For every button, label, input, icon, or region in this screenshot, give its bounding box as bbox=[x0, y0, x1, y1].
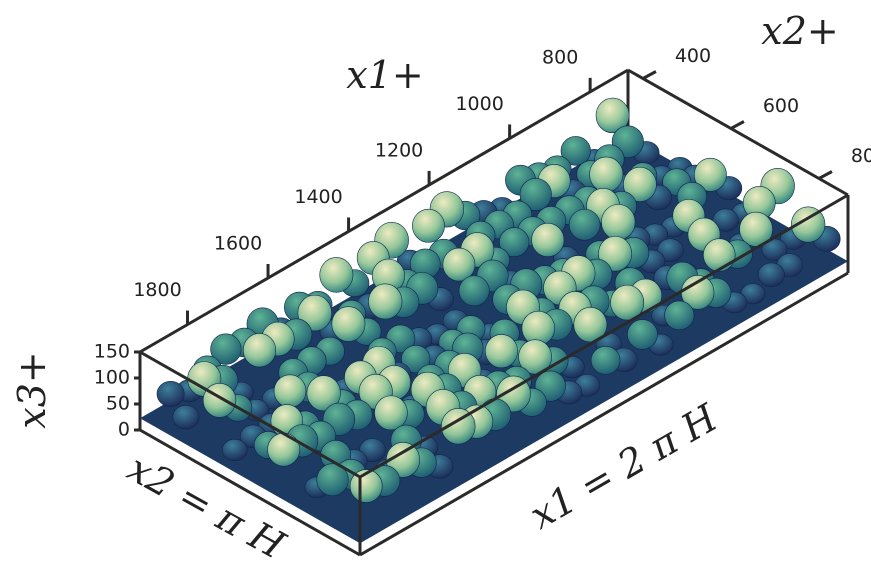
x-tick-label: 1000 bbox=[455, 93, 503, 115]
surface-bump bbox=[274, 375, 306, 408]
surface-bump bbox=[222, 439, 247, 461]
z-tick-label: 100 bbox=[94, 367, 130, 389]
y-tick bbox=[819, 172, 832, 179]
x-tick-label: 1600 bbox=[214, 233, 262, 255]
z-tick-label: 50 bbox=[106, 393, 130, 415]
surface-bump bbox=[243, 333, 276, 367]
x-axis-label: x1+ bbox=[346, 53, 423, 97]
surface-bump bbox=[532, 223, 564, 257]
surface-bump bbox=[591, 346, 620, 374]
surface-bump bbox=[459, 276, 489, 306]
surface-bump bbox=[173, 405, 199, 429]
x-tick-label: 1800 bbox=[133, 279, 181, 301]
surface-bump bbox=[157, 381, 184, 406]
surface-bump bbox=[375, 396, 408, 430]
z-tick-label: 0 bbox=[118, 419, 130, 441]
surface-bump bbox=[412, 209, 444, 242]
surface-bump bbox=[590, 157, 623, 192]
y-tick-label: 400 bbox=[675, 45, 711, 67]
surface-bump bbox=[664, 301, 694, 330]
chart: 800 1000 1200 1400 1600 1800 400 600 800 0 50 100 15… bbox=[0, 0, 871, 562]
x-tick-label: 1200 bbox=[375, 139, 423, 161]
surface-bump bbox=[268, 433, 300, 466]
surface-bump bbox=[368, 284, 402, 319]
x-tick-label: 800 bbox=[542, 46, 578, 68]
y-tick-label: 800 bbox=[851, 145, 871, 167]
y-tick-label: 600 bbox=[763, 95, 799, 117]
z-axis-label: x3+ bbox=[10, 351, 54, 428]
surface-bump bbox=[601, 204, 635, 240]
z-tick-label: 150 bbox=[94, 341, 130, 363]
surface-bump bbox=[203, 383, 236, 417]
y-tick bbox=[643, 72, 656, 79]
y-axis-label: x2+ bbox=[761, 9, 838, 53]
surface-bump bbox=[627, 320, 657, 350]
surface-bump bbox=[569, 209, 600, 240]
y-tick bbox=[731, 122, 744, 129]
surface-bump bbox=[703, 239, 735, 272]
surface-bump bbox=[485, 334, 517, 367]
surface-bump bbox=[320, 257, 353, 292]
surface-bump bbox=[332, 307, 365, 342]
surface-bump bbox=[758, 263, 784, 287]
x-tick-label: 1400 bbox=[294, 186, 342, 208]
